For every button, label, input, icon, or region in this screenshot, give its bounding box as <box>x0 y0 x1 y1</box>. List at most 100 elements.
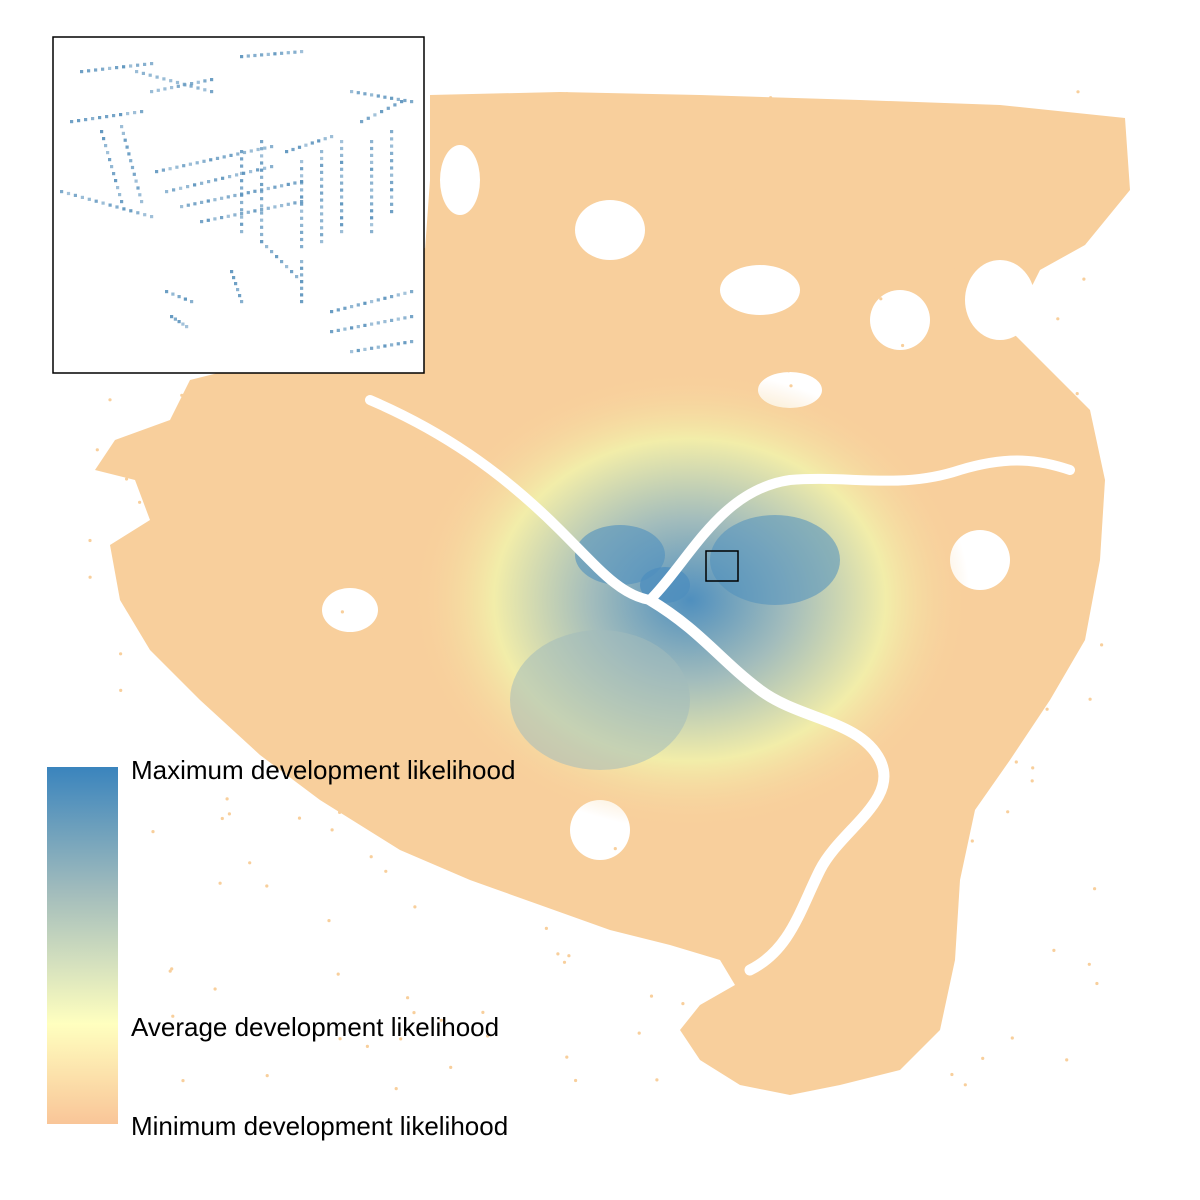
inset-building-point <box>130 165 135 170</box>
inset-building-point <box>230 270 234 274</box>
parcel-dot <box>327 919 331 923</box>
inset-building-point <box>390 188 394 192</box>
inset-building-point <box>340 153 344 157</box>
legend-avg-label: Average development likelihood <box>131 1012 500 1042</box>
inset-building-point <box>320 212 324 216</box>
inset-building-point <box>234 282 238 286</box>
inset-building-point <box>350 326 354 330</box>
legend-color-bar <box>47 767 118 1124</box>
inset-building-point <box>242 171 246 175</box>
inset-building-point <box>370 140 374 144</box>
inset-building-point <box>122 65 126 69</box>
inset-building-point <box>260 204 264 208</box>
parcel-dot <box>460 828 464 832</box>
river-east <box>645 455 1075 605</box>
parcel-dot <box>384 869 388 873</box>
inset-building-point <box>156 88 160 92</box>
parcel-dot <box>108 398 112 402</box>
inset-building-point <box>266 186 270 191</box>
inset-building-point <box>260 218 264 222</box>
inset-building-point <box>300 280 304 284</box>
parcel-dot <box>884 172 889 176</box>
inset-building-point <box>181 322 185 326</box>
inset-building-point <box>176 84 180 88</box>
inset-building-point <box>119 113 123 117</box>
inset-building-point <box>273 185 277 189</box>
inset-building-point <box>87 69 91 73</box>
inset-building-point <box>100 130 104 134</box>
parcel-dot <box>215 414 219 418</box>
inset-locator-box <box>705 550 739 582</box>
inset-building-point <box>390 144 394 148</box>
parcel-dot <box>1006 754 1010 758</box>
inset-building-point <box>370 322 374 326</box>
inset-building-point <box>233 193 237 198</box>
parcel-dot <box>327 716 331 720</box>
inset-building-point <box>240 171 244 175</box>
inset-building-point <box>320 177 324 181</box>
inset-building-point <box>320 170 324 174</box>
parcel-dot <box>769 96 773 100</box>
inset-building-point <box>203 88 207 92</box>
inset-building-point <box>300 230 304 234</box>
inset-building-point <box>177 295 181 299</box>
inset-building-point <box>320 163 324 167</box>
inset-building-point <box>396 342 400 346</box>
inset-building-point <box>236 152 240 156</box>
inset-building-point <box>193 183 197 187</box>
parcel-dot <box>425 445 429 450</box>
parcel-dot <box>180 393 184 397</box>
inset-building-point <box>108 158 112 162</box>
inset-building-point <box>196 86 200 90</box>
inset-building-point <box>300 273 304 277</box>
inset-building-point <box>390 159 394 163</box>
inset-building-point <box>396 317 400 321</box>
inset-building-point <box>270 165 274 169</box>
inset-building-point <box>396 293 400 297</box>
parcel-dot <box>565 1055 569 1059</box>
inset-building-point <box>143 62 147 66</box>
parcel-dot <box>1018 656 1022 661</box>
inset-building-point <box>300 286 304 290</box>
parcel-dot <box>544 926 549 931</box>
parcel-dot <box>297 816 302 820</box>
parcel-dot <box>375 441 379 445</box>
inset-building-point <box>240 208 244 212</box>
inset-building-point <box>260 232 264 237</box>
parcel-dot <box>821 103 825 107</box>
parcel-dot <box>324 654 328 658</box>
inset-building-point <box>403 316 407 320</box>
inset-building-point <box>340 167 344 171</box>
inset-building-point <box>168 167 172 171</box>
inset-building-point <box>228 175 232 179</box>
parcel-dot <box>973 117 977 121</box>
parcel-dot <box>336 972 340 976</box>
blank-patch <box>720 265 800 315</box>
inset-building-point <box>150 215 154 219</box>
inset-building-point <box>80 195 84 199</box>
inset-building-point <box>363 301 367 305</box>
parcel-dot <box>735 336 740 340</box>
parcel-dot <box>402 474 406 478</box>
parcel-dot <box>650 141 654 145</box>
inset-building-point <box>260 147 264 151</box>
inset-building-point <box>383 320 387 324</box>
river-south <box>644 594 890 976</box>
inset-building-point <box>370 230 374 234</box>
inset-building-point <box>84 118 88 122</box>
inset-building-point <box>115 66 119 70</box>
parcel-dot <box>546 163 550 168</box>
inset-building-point <box>340 160 344 164</box>
inset-building-point <box>343 327 347 331</box>
inset-building-point <box>180 205 184 209</box>
parcel-dot <box>655 1078 659 1082</box>
parcel-dot <box>680 303 684 307</box>
inset-building-point <box>77 119 81 123</box>
parcel-dot <box>217 478 221 482</box>
parcel-dot <box>1065 1058 1069 1062</box>
inset-building-point <box>242 150 247 155</box>
parcel-dot <box>963 1083 967 1087</box>
inset-building-point <box>203 79 207 83</box>
inset-building-point <box>102 137 106 141</box>
inset-building-point <box>240 215 244 219</box>
